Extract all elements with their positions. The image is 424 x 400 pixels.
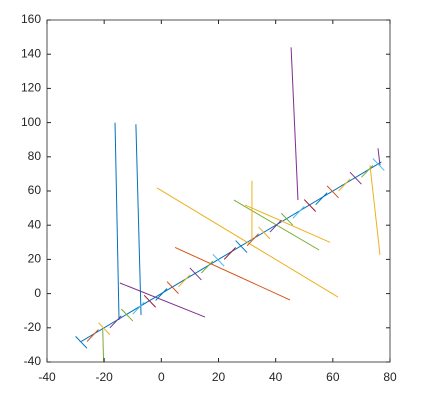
- x-tick-label: 0: [158, 370, 165, 384]
- line-segment: [244, 204, 331, 243]
- y-tick-label: 0: [34, 286, 41, 300]
- line-segment: [109, 315, 122, 329]
- y-tick-label: 160: [21, 12, 41, 26]
- y-tick-label: 40: [28, 217, 42, 231]
- y-tick-label: 60: [28, 183, 42, 197]
- plot-area: [75, 47, 385, 362]
- line-segment: [120, 308, 134, 322]
- y-tick-label: 80: [28, 149, 42, 163]
- x-tick-label: 60: [326, 370, 340, 384]
- y-tick-label: -20: [24, 320, 42, 334]
- line-segment: [132, 301, 145, 315]
- y-tick-label: 140: [21, 46, 41, 60]
- line-segment: [292, 206, 305, 219]
- x-tick-label: -20: [95, 370, 113, 384]
- y-tick-label: -40: [24, 354, 42, 368]
- line-segment: [349, 171, 362, 185]
- line-segment: [326, 185, 339, 199]
- line-segment: [102, 329, 105, 362]
- line-segment: [114, 122, 120, 320]
- line-segment: [369, 165, 381, 256]
- line-segment: [166, 281, 179, 294]
- line-segment: [235, 240, 248, 253]
- line-segment: [189, 267, 202, 281]
- line-segment: [212, 253, 225, 267]
- x-tick-label: 80: [383, 370, 397, 384]
- line-segment: [156, 187, 339, 298]
- line-segment: [377, 148, 381, 166]
- line-segment: [75, 336, 88, 349]
- line-segment: [303, 199, 317, 212]
- line-segment: [223, 247, 237, 260]
- y-tick-label: 100: [21, 115, 41, 129]
- line-segment: [98, 322, 111, 335]
- line-segment: [246, 233, 259, 247]
- line-segment: [143, 294, 156, 308]
- line-segment: [155, 288, 168, 301]
- line-segment: [290, 47, 299, 201]
- line-segment: [338, 178, 351, 192]
- y-tick-label: 20: [28, 252, 42, 266]
- x-tick-label: -40: [38, 370, 56, 384]
- line-segment: [372, 158, 385, 171]
- line-segment: [200, 260, 214, 274]
- line-segment: [361, 165, 374, 178]
- x-tick-label: 40: [269, 370, 283, 384]
- line-segment: [315, 192, 328, 206]
- line-segment: [174, 246, 291, 301]
- line-segment: [178, 274, 191, 288]
- x-tick-label: 20: [212, 370, 226, 384]
- line-segment: [269, 219, 282, 233]
- line-segment: [281, 212, 294, 226]
- line-segment: [135, 124, 142, 315]
- line-segment: [86, 329, 99, 342]
- y-tick-label: 120: [21, 81, 41, 95]
- line-segment: [258, 226, 271, 240]
- line-segment: [119, 282, 206, 318]
